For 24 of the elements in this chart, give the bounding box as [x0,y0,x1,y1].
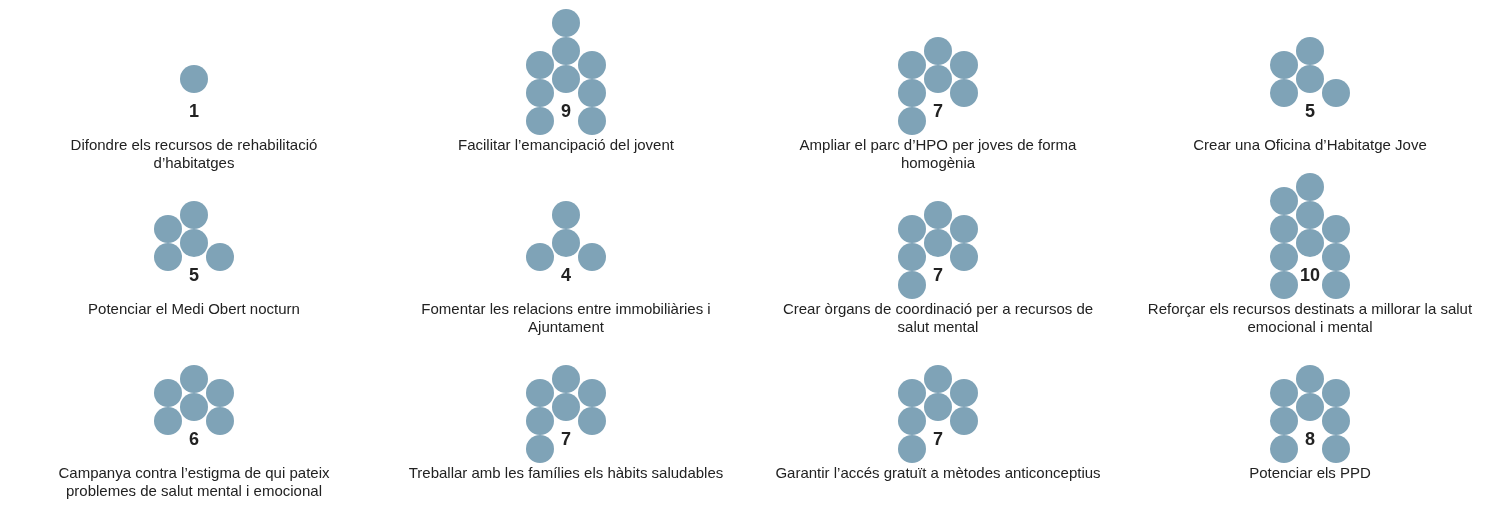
category-label: Fomentar les relacions entre immobiliàries i Ajuntament [420,300,712,336]
data-label: 8 [1304,429,1316,449]
data-label: 7 [560,429,572,449]
category-label: Reforçar els recursos destinats a millorar la salut emocional i mental [1146,300,1474,336]
category-label: Potenciar els PPD [1248,464,1372,482]
category-label: Potenciar el Medi Obert nocturn [87,300,301,318]
data-label: 6 [188,429,200,449]
category-label: Difondre els recursos de rehabilitació d’habitatges [69,136,319,172]
category-label: Treballar amb les famílies els hàbits saludables [407,464,725,482]
category-label: Campanya contra l’estigma de qui pateix problemes de salut mental i emocional [57,464,331,500]
data-label: 1 [188,101,200,121]
category-label: Crear òrgans de coordinació per a recursos de salut mental [781,300,1095,336]
category-label: Facilitar l’emancipació del jovent [457,136,675,154]
data-label: 4 [560,265,572,285]
category-label: Ampliar el parc d’HPO per joves de forma homogènia [798,136,1078,172]
data-label: 7 [932,101,944,121]
data-label: 5 [188,265,200,285]
data-label: 10 [1299,265,1321,285]
data-label: 5 [1304,101,1316,121]
data-label: 9 [560,101,572,121]
category-label: Crear una Oficina d’Habitatge Jove [1192,136,1428,154]
category-label: Garantir l’accés gratuït a mètodes anticonceptius [774,464,1102,482]
data-label: 7 [932,265,944,285]
data-label: 7 [932,429,944,449]
